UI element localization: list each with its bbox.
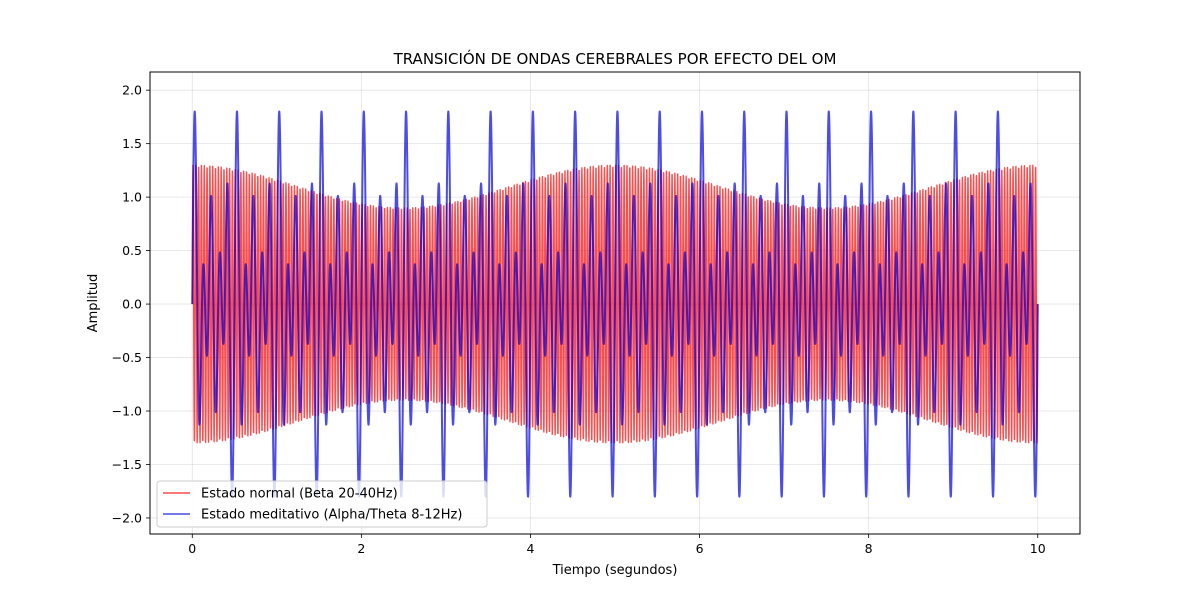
y-tick-label: 0.0	[122, 297, 142, 312]
x-tick-label: 8	[865, 541, 873, 556]
chart-title: TRANSICIÓN DE ONDAS CEREBRALES POR EFECT…	[393, 49, 837, 68]
x-axis-label: Tiempo (segundos)	[552, 563, 678, 578]
y-tick-label: 2.0	[122, 83, 142, 98]
series-layer	[191, 110, 1039, 498]
y-tick-label: 1.5	[122, 136, 142, 151]
plot-frame	[149, 71, 1081, 535]
y-tick-label: −2.0	[112, 510, 142, 525]
x-tick-label: 2	[357, 541, 365, 556]
legend-label-meditative: Estado meditativo (Alpha/Theta 8-12Hz)	[201, 508, 462, 523]
y-tick-label: −1.5	[112, 457, 142, 472]
x-tick-label: 10	[1030, 541, 1046, 556]
legend-label-normal: Estado normal (Beta 20-40Hz)	[201, 487, 398, 502]
x-tick-label: 6	[696, 541, 704, 556]
y-tick-label: 1.0	[122, 190, 142, 205]
legend-box	[156, 480, 488, 528]
series-line-meditative	[191, 110, 1039, 498]
y-tick-label: 0.5	[122, 243, 142, 258]
x-tick-label: 0	[188, 541, 196, 556]
y-tick-label: −1.0	[112, 404, 142, 419]
y-axis-ticks: −2.0 −1.5 −1.0 −0.5 0.0 0.5 1.0 1.5 2.0	[112, 83, 150, 525]
y-tick-label: −0.5	[112, 350, 142, 365]
x-tick-label: 4	[526, 541, 534, 556]
legend: Estado normal (Beta 20-40Hz) Estado medi…	[156, 480, 488, 528]
x-axis-ticks: 0 2 4 6 8 10	[188, 534, 1046, 556]
y-axis-label: Amplitud	[86, 274, 101, 333]
